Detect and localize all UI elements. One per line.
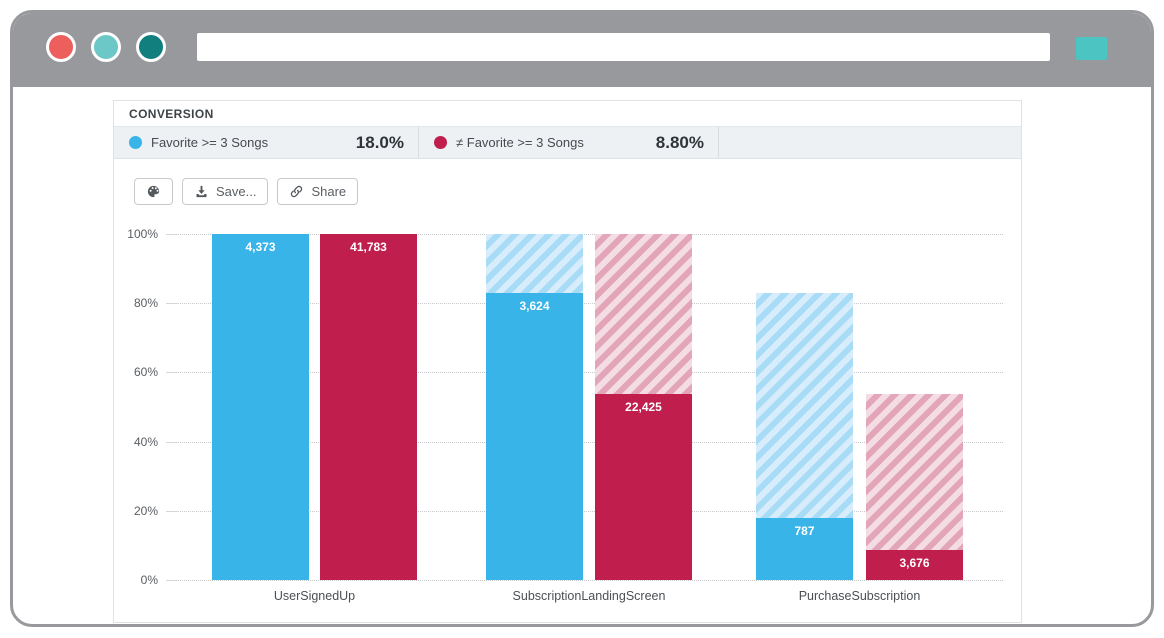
bar-blue-SubscriptionLandingScreen[interactable]: 3,624: [486, 293, 583, 580]
legend-conversion-value: 8.80%: [655, 132, 704, 152]
gridline-20: [166, 511, 1003, 512]
gridline-80: [166, 303, 1003, 304]
plot-area: 4,373 41,783 UserSignedUp 3,624 22,425 Subscr…: [166, 234, 1003, 603]
close-button[interactable]: [46, 32, 76, 62]
panel-title: CONVERSION: [114, 101, 1021, 127]
gridline-100: [166, 234, 1003, 235]
legend-dot-blue: [129, 136, 142, 149]
save-button[interactable]: Save...: [182, 178, 269, 205]
y-tick-label: 80%: [133, 296, 158, 310]
bar-value-label: 41,783: [350, 240, 387, 254]
bar-value-label: 4,373: [245, 240, 276, 254]
legend-label: Favorite >= 3 Songs: [151, 135, 269, 150]
link-icon: [289, 184, 304, 199]
y-tick-label: 40%: [133, 435, 158, 449]
x-axis-label: PurchaseSubscription: [798, 589, 921, 603]
bar-value-label: 787: [794, 524, 815, 538]
fullscreen-button[interactable]: [136, 32, 166, 62]
save-button-label: Save...: [216, 184, 257, 199]
legend-dot-red: [434, 136, 447, 149]
legend-conversion-value: 18.0%: [355, 132, 404, 152]
y-tick-label: 100%: [127, 227, 158, 241]
legend-empty-cell: [719, 127, 1021, 158]
download-icon: [194, 184, 209, 199]
bar-red-PurchaseSubscription[interactable]: 3,676: [866, 550, 963, 580]
url-bar[interactable]: [197, 33, 1050, 61]
gridline-40: [166, 442, 1003, 443]
palette-icon: [146, 184, 161, 199]
gridline-60: [166, 372, 1003, 373]
bar-hatch-red[interactable]: [866, 394, 963, 580]
conversion-report-panel: CONVERSION Favorite >= 3 Songs 18.0% ≠ F…: [113, 100, 1022, 623]
gridline-0: [166, 580, 1003, 581]
browser-window: CONVERSION Favorite >= 3 Songs 18.0% ≠ F…: [10, 10, 1154, 627]
chart-toolbar: Save... Share: [134, 178, 359, 205]
bar-blue-UserSignedUp[interactable]: 4,373: [212, 234, 309, 580]
window-controls: [46, 32, 166, 62]
funnel-bar-chart: 100% 80% 60% 40% 20% 0% 4,373 41,783 UserSigned…: [114, 227, 1021, 614]
browser-chrome: [13, 13, 1151, 87]
share-button-label: Share: [311, 184, 347, 199]
bar-value-label: 3,624: [519, 299, 550, 313]
bar-blue-PurchaseSubscription[interactable]: 787: [756, 518, 853, 580]
legend-label: ≠ Favorite >= 3 Songs: [456, 135, 584, 150]
x-axis-label: UserSignedUp: [273, 589, 356, 603]
browser-action-button[interactable]: [1076, 37, 1107, 60]
y-tick-label: 20%: [133, 504, 158, 518]
bar-red-SubscriptionLandingScreen[interactable]: 22,425: [595, 394, 692, 580]
y-tick-label: 60%: [133, 365, 158, 379]
bar-value-label: 3,676: [899, 556, 930, 570]
share-button[interactable]: Share: [277, 178, 359, 205]
y-tick-label: 0%: [140, 573, 158, 587]
legend-bar: Favorite >= 3 Songs 18.0% ≠ Favorite >= …: [114, 127, 1021, 159]
legend-item-favorite: Favorite >= 3 Songs 18.0%: [114, 127, 419, 158]
legend-item-not-favorite: ≠ Favorite >= 3 Songs 8.80%: [419, 127, 719, 158]
bar-red-UserSignedUp[interactable]: 41,783: [320, 234, 417, 580]
y-axis-labels: 100% 80% 60% 40% 20% 0%: [114, 227, 158, 587]
bar-value-label: 22,425: [625, 400, 662, 414]
x-axis-label: SubscriptionLandingScreen: [512, 589, 666, 603]
minimize-button[interactable]: [91, 32, 121, 62]
color-palette-button[interactable]: [134, 178, 173, 205]
